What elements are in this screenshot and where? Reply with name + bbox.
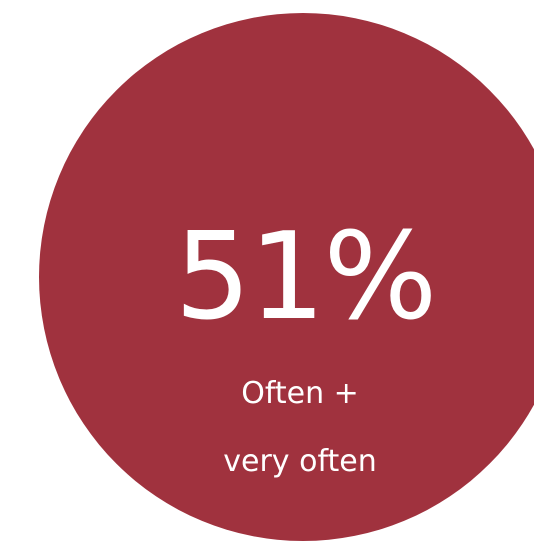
- stat-percentage: 51%: [174, 208, 438, 347]
- stat-label-line-1: Often +: [241, 376, 359, 411]
- stat-circle: [39, 13, 534, 541]
- stat-label-line-2: very often: [223, 444, 377, 479]
